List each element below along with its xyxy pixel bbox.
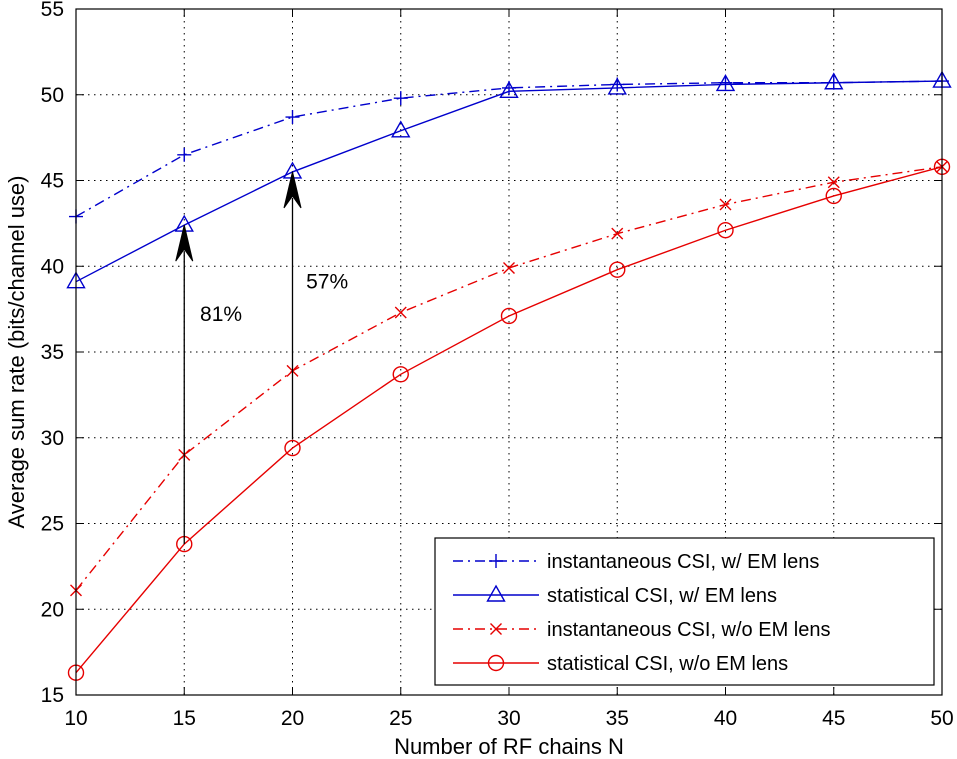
x-tick-label: 50 — [930, 707, 953, 730]
legend-box — [434, 537, 935, 686]
x-tick-label: 40 — [714, 707, 737, 730]
data-point — [607, 77, 627, 95]
x-tick-label: 15 — [173, 707, 196, 730]
growth-annotation: 57% — [283, 171, 348, 440]
y-tick-label: 50 — [41, 84, 64, 107]
y-axis-label: Average sum rate (bits/channel use) — [4, 176, 29, 529]
data-point — [503, 261, 515, 274]
y-tick-label: 15 — [41, 684, 64, 707]
legend-entry: instantaneous CSI, w/o EM lens — [453, 619, 830, 641]
data-point — [392, 366, 409, 383]
y-tick-label: 25 — [41, 513, 64, 536]
data-point — [827, 176, 840, 189]
legend-marker — [486, 584, 506, 602]
legend-marker — [487, 654, 505, 672]
data-point — [177, 147, 192, 162]
data-point — [609, 261, 626, 278]
series-layer — [66, 70, 952, 681]
series-line — [75, 166, 943, 674]
data-point — [285, 110, 300, 125]
data-point — [394, 306, 407, 319]
y-tick-label: 45 — [41, 170, 64, 193]
y-tick-label: 55 — [41, 0, 64, 21]
growth-annotation: 81% — [175, 224, 242, 545]
data-point — [719, 198, 732, 211]
legend-entry: statistical CSI, w/ EM lens — [453, 584, 777, 607]
data-point — [284, 439, 301, 457]
data-point — [499, 80, 519, 99]
data-point — [824, 72, 844, 90]
x-tick-label: 35 — [606, 707, 629, 730]
series-3 — [70, 160, 948, 597]
legend-label: statistical CSI, w/o EM lens — [547, 653, 788, 675]
data-point — [500, 307, 518, 325]
annotations: 81% 57% — [175, 171, 348, 545]
data-point — [715, 74, 736, 92]
arrow-head — [175, 224, 194, 262]
y-tick-label: 30 — [41, 427, 64, 450]
series-2 — [66, 70, 952, 289]
data-point — [717, 222, 734, 239]
data-point — [393, 91, 408, 106]
series-line — [75, 80, 943, 218]
data-point — [611, 227, 624, 240]
legend-marker — [489, 554, 503, 568]
legend: instantaneous CSI, w/ EM lens statistical… — [434, 537, 935, 686]
y-tick-label: 20 — [41, 598, 64, 621]
legend-entry: instantaneous CSI, w/ EM lens — [453, 551, 819, 573]
legend-label: statistical CSI, w/ EM lens — [547, 585, 777, 607]
x-tick-label: 45 — [822, 707, 845, 730]
grid-lines — [76, 9, 942, 695]
annotation-label: 81% — [200, 303, 242, 326]
x-tick-label: 20 — [281, 707, 304, 730]
legend-label: instantaneous CSI, w/o EM lens — [547, 619, 830, 641]
data-point — [825, 187, 842, 205]
y-tick-label: 40 — [41, 255, 64, 278]
x-tick-label: 10 — [64, 707, 87, 730]
annotation-label: 57% — [306, 271, 348, 294]
y-tick-label: 35 — [41, 341, 64, 364]
series-line — [75, 80, 943, 283]
x-tick-label: 25 — [389, 707, 412, 730]
legend-label: instantaneous CSI, w/ EM lens — [547, 551, 819, 573]
legend-marker — [490, 623, 502, 635]
arrow-head — [283, 171, 302, 209]
legend-entry: statistical CSI, w/o EM lens — [453, 653, 788, 675]
x-tick-label: 30 — [497, 707, 520, 730]
data-point — [391, 120, 411, 138]
x-axis-label: Number of RF chains N — [394, 734, 624, 759]
